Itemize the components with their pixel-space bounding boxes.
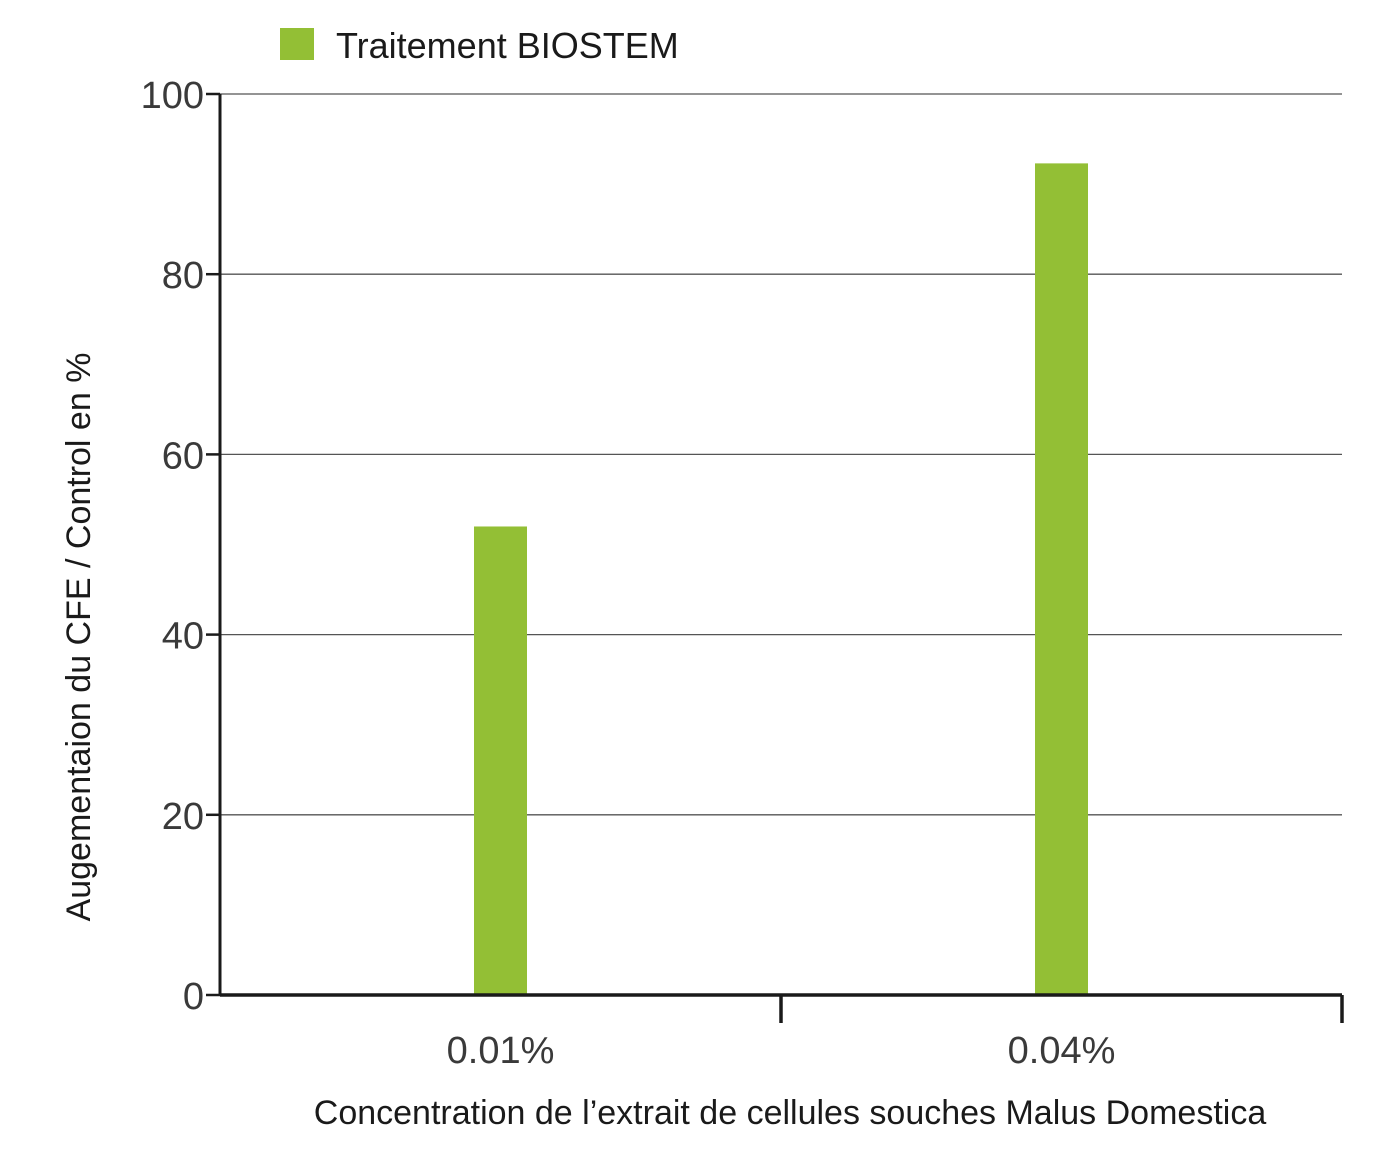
bar — [1035, 163, 1088, 995]
y-tick-label: 20 — [162, 796, 204, 838]
x-tick-label: 0.04% — [1008, 1030, 1116, 1072]
axes — [206, 92, 1344, 1023]
legend-swatch — [280, 28, 314, 60]
y-tick-label: 80 — [162, 255, 204, 297]
x-axis-title: Concentration de l’extrait de cellules s… — [314, 1094, 1267, 1132]
y-tick-labels: 0 20 40 60 80 100 — [141, 75, 204, 1018]
legend: Traitement BIOSTEM — [280, 25, 679, 66]
y-tick-label: 40 — [162, 616, 204, 658]
x-tick-labels: 0.01% 0.04% — [447, 1030, 1116, 1072]
legend-label: Traitement BIOSTEM — [336, 25, 679, 66]
bars — [474, 163, 1088, 995]
bar — [474, 526, 527, 995]
gridlines — [220, 93, 1342, 816]
y-tick-label: 0 — [183, 976, 204, 1018]
y-tick-label: 60 — [162, 435, 204, 477]
x-tick-label: 0.01% — [447, 1030, 555, 1072]
y-tick-label: 100 — [141, 75, 204, 117]
y-axis-title: Augementaion du CFE / Control en % — [60, 353, 98, 922]
